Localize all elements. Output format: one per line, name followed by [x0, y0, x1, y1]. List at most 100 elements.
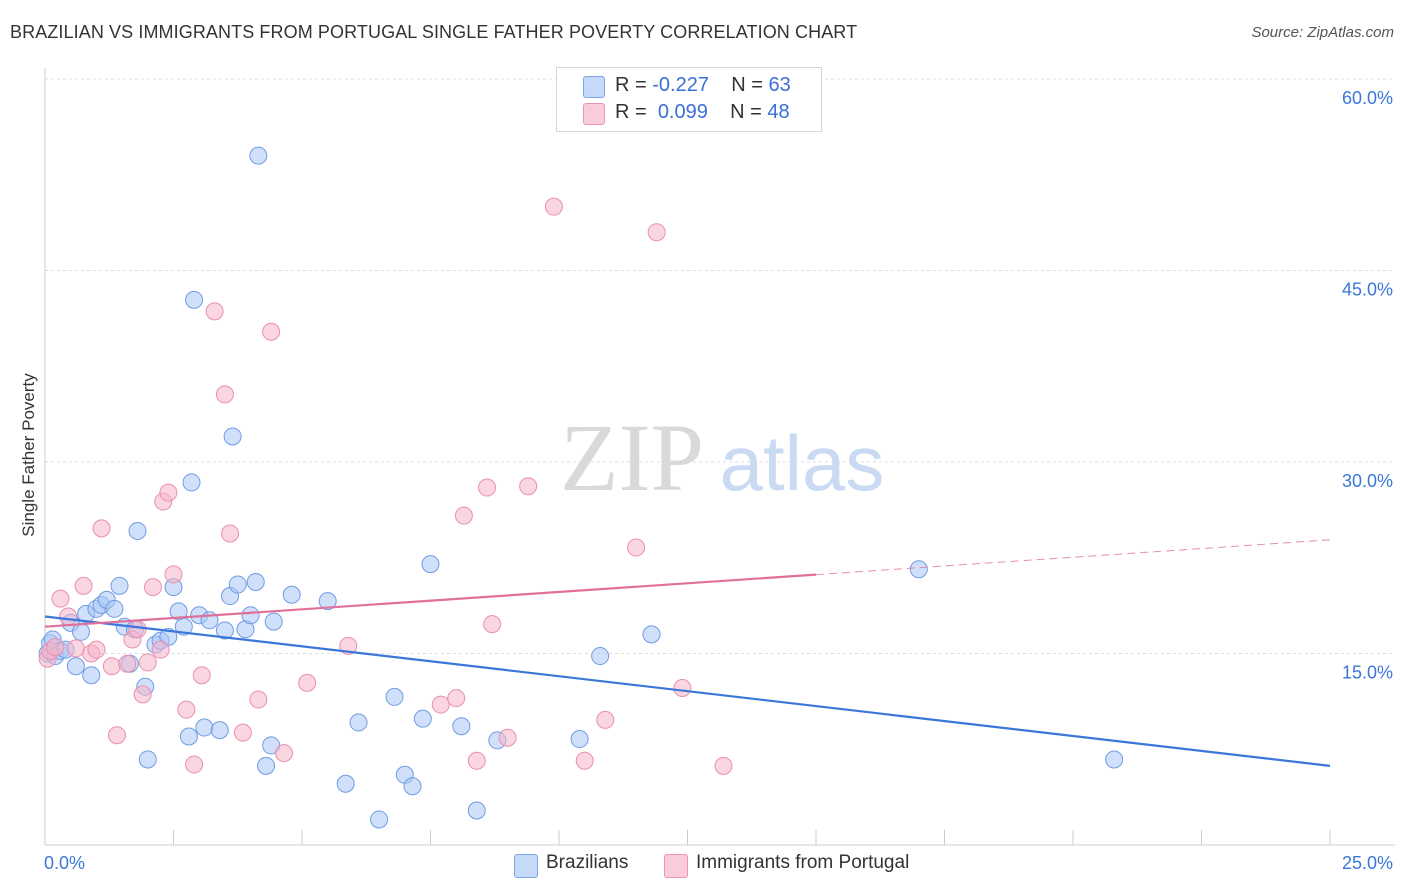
- data-point: [110, 576, 129, 595]
- data-point: [82, 666, 101, 685]
- data-point: [714, 756, 733, 775]
- data-point: [66, 657, 85, 676]
- data-point: [275, 744, 294, 763]
- data-point: [249, 690, 268, 709]
- source-label: Source: ZipAtlas.com: [1251, 24, 1394, 41]
- data-point: [385, 687, 404, 706]
- watermark-atlas: atlas: [720, 419, 885, 507]
- data-point: [403, 777, 422, 796]
- data-points: [38, 146, 1124, 829]
- y-tick-label: 30.0%: [1342, 471, 1393, 491]
- data-point: [647, 223, 666, 242]
- data-point: [575, 751, 594, 770]
- data-point: [318, 592, 337, 611]
- data-point: [467, 751, 486, 770]
- legend-n-value: 48: [767, 101, 790, 123]
- data-point: [241, 606, 260, 625]
- data-point: [1105, 750, 1124, 769]
- data-point: [249, 146, 268, 165]
- data-point: [570, 730, 589, 749]
- data-point: [74, 576, 93, 595]
- grid: [45, 78, 1395, 654]
- data-point: [421, 555, 440, 574]
- data-point: [59, 607, 78, 626]
- data-point: [221, 524, 240, 543]
- data-point: [223, 427, 242, 446]
- data-point: [46, 638, 65, 657]
- legend-r-label: R =: [615, 101, 647, 123]
- data-point: [642, 625, 661, 644]
- data-point: [215, 621, 234, 640]
- data-point: [431, 695, 450, 714]
- data-point: [128, 620, 147, 639]
- legend-n-label: N =: [731, 74, 763, 96]
- data-point: [128, 521, 147, 540]
- data-point: [164, 565, 183, 584]
- data-point: [192, 666, 211, 685]
- legend-n-label: N =: [730, 101, 762, 123]
- data-point: [143, 578, 162, 597]
- data-point: [210, 721, 229, 740]
- data-point: [336, 774, 355, 793]
- data-point: [454, 506, 473, 525]
- legend-r-label: R =: [615, 74, 647, 96]
- data-point: [107, 726, 126, 745]
- data-point: [544, 197, 563, 216]
- data-point: [339, 636, 358, 655]
- data-point: [195, 718, 214, 737]
- data-point: [71, 622, 90, 641]
- data-point: [447, 689, 466, 708]
- bottom-legend-swatch: [514, 854, 538, 878]
- legend-r-value: -0.227: [652, 74, 709, 96]
- data-point: [215, 385, 234, 404]
- data-point: [262, 322, 281, 341]
- data-point: [66, 639, 85, 658]
- data-point: [519, 477, 538, 496]
- bottom-legend-label: Immigrants from Portugal: [696, 852, 910, 873]
- data-point: [370, 810, 389, 829]
- legend-swatch-portugal: [583, 103, 605, 125]
- y-tick-label: 45.0%: [1342, 280, 1393, 300]
- data-point: [909, 560, 928, 579]
- data-point: [177, 700, 196, 719]
- trend-line: [44, 573, 817, 628]
- data-point: [151, 640, 170, 659]
- trend-lines: [44, 539, 1331, 767]
- data-point: [349, 713, 368, 732]
- watermark-zip: ZIP: [560, 404, 704, 511]
- data-point: [182, 473, 201, 492]
- axes: [44, 68, 1395, 846]
- y-tick-label: 15.0%: [1342, 663, 1393, 683]
- data-point: [596, 710, 615, 729]
- data-point: [673, 678, 692, 697]
- data-point: [185, 290, 204, 309]
- bottom-legend-swatch: [664, 854, 688, 878]
- data-point: [92, 519, 111, 538]
- data-point: [246, 573, 265, 592]
- data-point: [185, 755, 204, 774]
- data-point: [118, 654, 137, 673]
- data-point: [138, 653, 157, 672]
- data-point: [159, 483, 178, 502]
- legend-swatch-brazilians: [583, 76, 605, 98]
- legend-r-value: 0.099: [657, 101, 708, 123]
- trend-line: [44, 615, 1331, 767]
- data-point: [138, 750, 157, 769]
- data-point: [51, 589, 70, 608]
- legend-n-value: 63: [768, 74, 791, 96]
- data-point: [233, 723, 252, 742]
- data-point: [257, 756, 276, 775]
- data-point: [478, 478, 497, 497]
- data-point: [228, 575, 247, 594]
- data-point: [627, 538, 646, 557]
- y-axis-label: Single Father Poverty: [19, 373, 38, 537]
- x-tick-label: 25.0%: [1342, 853, 1393, 873]
- chart-title: BRAZILIAN VS IMMIGRANTS FROM PORTUGAL SI…: [10, 22, 858, 42]
- data-point: [205, 302, 224, 321]
- data-point: [467, 801, 486, 820]
- data-point: [282, 585, 301, 604]
- data-point: [105, 599, 124, 618]
- data-point: [179, 727, 198, 746]
- data-point: [591, 647, 610, 666]
